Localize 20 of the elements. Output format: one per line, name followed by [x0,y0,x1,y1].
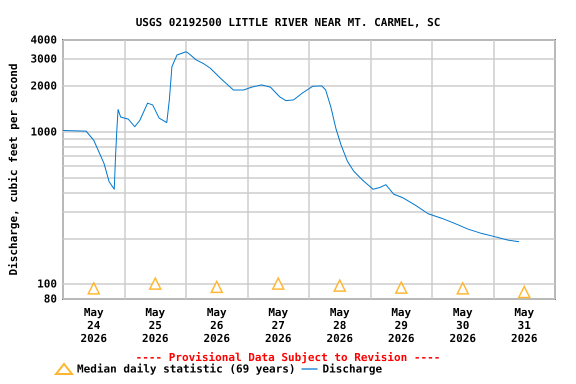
x-tick-label: May 28 2026 [326,306,354,345]
y-tick-label: 4000 [30,34,57,46]
x-tick-label: May 30 2026 [450,306,476,345]
line-series [62,51,520,242]
y-tick-label: 2000 [30,79,57,92]
y-tick-label: 1000 [30,125,57,138]
x-tick-label: May 25 2026 [142,306,169,345]
y-tick-label: 80 [44,292,57,306]
legend-label: Median daily statistic (69 years) [77,362,296,376]
x-tick-label: May 24 2026 [80,306,108,345]
x-tick-label: May 27 2026 [265,306,292,345]
text: ---- Provisional Data Subject to Revision ---- [136,351,440,364]
legend-label: Discharge [322,362,383,376]
y-tick-label: 3000 [30,52,57,66]
y-tick-label: 100 [37,278,57,291]
x-tick-label: May 31 2026 [511,306,538,345]
chart-title: USGS 02192500 LITTLE RIVER NEAR MT. CARMEL, SC [136,16,440,29]
x-tick-label: May 26 2026 [204,306,230,345]
x-tick-label: May 29 2026 [388,306,415,345]
y-axis-title: Discharge, cubic feet per second [7,64,20,276]
